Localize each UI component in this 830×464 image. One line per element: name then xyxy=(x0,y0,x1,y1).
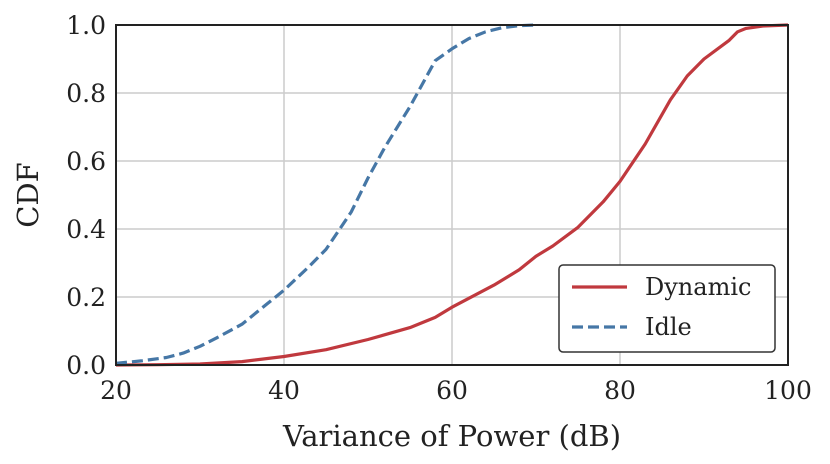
series-line-idle xyxy=(115,23,537,365)
y-tick-label: 0.8 xyxy=(66,79,106,108)
y-tick-label: 0.4 xyxy=(66,215,106,244)
series-layer xyxy=(115,23,789,367)
plot-area-frame xyxy=(115,24,789,366)
y-tick-label: 0.6 xyxy=(66,147,106,176)
x-tick-label: 100 xyxy=(764,376,812,405)
x-tick-label: 60 xyxy=(436,376,468,405)
y-tick-label: 0.0 xyxy=(66,351,106,380)
series-line-dynamic xyxy=(115,23,789,367)
x-axis-label: Variance of Power (dB) xyxy=(282,419,621,453)
x-tick-label: 20 xyxy=(100,376,132,405)
y-axis-label: CDF xyxy=(11,162,45,228)
tick-labels: 20 40 60 80 100 0.0 0.2 0.4 0.6 0.8 1.0 xyxy=(66,11,812,405)
y-tick-label: 0.2 xyxy=(66,283,106,312)
x-tick-label: 40 xyxy=(268,376,300,405)
legend: Dynamic Idle xyxy=(558,264,776,353)
y-tick-label: 1.0 xyxy=(66,11,106,40)
legend-label-dynamic: Dynamic xyxy=(645,273,751,301)
x-tick-label: 80 xyxy=(604,376,636,405)
legend-label-idle: Idle xyxy=(645,313,692,341)
